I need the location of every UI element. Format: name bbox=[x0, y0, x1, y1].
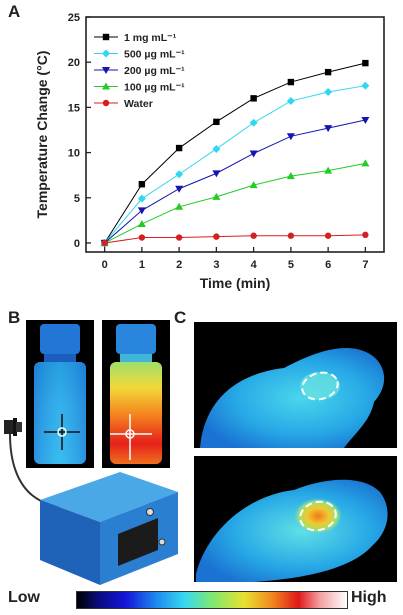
x-tick-label: 3 bbox=[213, 259, 219, 271]
series-line-1 bbox=[104, 85, 366, 244]
vial-thermal-sample bbox=[102, 320, 170, 468]
data-point bbox=[324, 125, 333, 133]
panel-label-a: A bbox=[8, 2, 21, 21]
panel-label-c: C bbox=[174, 308, 187, 327]
data-point bbox=[175, 185, 184, 193]
data-point bbox=[324, 88, 333, 97]
data-point bbox=[250, 232, 257, 239]
legend-marker bbox=[102, 82, 110, 90]
series-line-3 bbox=[104, 162, 366, 244]
series-line-0 bbox=[104, 62, 366, 244]
laser-device-illustration bbox=[4, 418, 178, 585]
y-tick-label: 25 bbox=[68, 12, 80, 24]
data-point bbox=[138, 234, 146, 241]
colorbar-high-label: High bbox=[351, 589, 387, 606]
x-tick-label: 1 bbox=[139, 259, 145, 271]
data-point bbox=[361, 159, 370, 167]
data-point bbox=[101, 239, 108, 247]
vial-thermal-water bbox=[26, 320, 94, 468]
x-tick-label: 6 bbox=[325, 259, 331, 271]
data-point bbox=[212, 192, 221, 200]
data-point bbox=[324, 232, 332, 239]
data-point bbox=[175, 202, 184, 210]
data-point bbox=[212, 170, 221, 178]
mouse-thermal-treated bbox=[194, 456, 397, 582]
y-tick-label: 20 bbox=[68, 57, 80, 69]
data-point bbox=[213, 118, 220, 126]
data-point bbox=[175, 170, 184, 179]
data-point bbox=[213, 233, 220, 240]
y-tick-label: 10 bbox=[68, 148, 80, 160]
data-point bbox=[324, 68, 332, 76]
data-point bbox=[286, 97, 295, 106]
colorbar bbox=[76, 591, 348, 609]
legend-label: 200 µg mL⁻¹ bbox=[124, 65, 185, 77]
series-line-2 bbox=[104, 119, 366, 244]
series-line-4 bbox=[104, 234, 366, 244]
legend-label: 500 µg mL⁻¹ bbox=[124, 49, 185, 61]
x-tick-label: 2 bbox=[176, 259, 182, 271]
legend-marker bbox=[102, 49, 110, 58]
plot-frame bbox=[85, 16, 385, 253]
data-point bbox=[324, 166, 333, 174]
mouse-thermal-control bbox=[194, 322, 397, 448]
data-point bbox=[287, 78, 295, 86]
temperature-chart: 0 1 2 3 4 5 6 7 0 5 10 15 20 25 Time (min) Temperature … bbox=[34, 12, 385, 291]
x-tick-label: 7 bbox=[362, 259, 368, 271]
colorbar-low-label: Low bbox=[8, 589, 40, 606]
legend-marker bbox=[102, 67, 110, 74]
y-axis-label: Temperature Change (°C) bbox=[34, 51, 50, 219]
legend-marker bbox=[102, 99, 110, 107]
data-point bbox=[250, 95, 257, 102]
data-point bbox=[212, 144, 221, 153]
data-point bbox=[287, 232, 295, 239]
data-point bbox=[361, 81, 370, 90]
data-point bbox=[175, 144, 183, 152]
data-point bbox=[286, 172, 295, 180]
legend-label: 1 mg mL⁻¹ bbox=[124, 32, 177, 44]
data-point bbox=[249, 118, 258, 127]
panel-label-b: B bbox=[8, 308, 21, 327]
x-tick-label: 5 bbox=[288, 259, 294, 271]
x-tick-label: 0 bbox=[102, 259, 108, 271]
data-point bbox=[286, 133, 295, 141]
data-point bbox=[137, 207, 146, 215]
y-tick-label: 5 bbox=[74, 193, 80, 205]
data-point bbox=[137, 219, 146, 227]
data-point bbox=[249, 181, 258, 189]
data-point bbox=[175, 234, 183, 241]
y-tick-label: 15 bbox=[68, 102, 80, 114]
data-point bbox=[362, 231, 369, 239]
y-tick-label: 0 bbox=[74, 238, 80, 250]
legend-marker bbox=[102, 33, 110, 41]
legend-label: Water bbox=[124, 98, 153, 110]
legend-label: 100 µg mL⁻¹ bbox=[124, 82, 185, 94]
data-point bbox=[361, 117, 370, 125]
data-point bbox=[137, 194, 146, 203]
data-point bbox=[138, 181, 146, 188]
data-point bbox=[249, 150, 258, 158]
x-tick-label: 4 bbox=[251, 259, 258, 271]
x-axis-label: Time (min) bbox=[200, 275, 271, 291]
data-point bbox=[362, 59, 369, 67]
